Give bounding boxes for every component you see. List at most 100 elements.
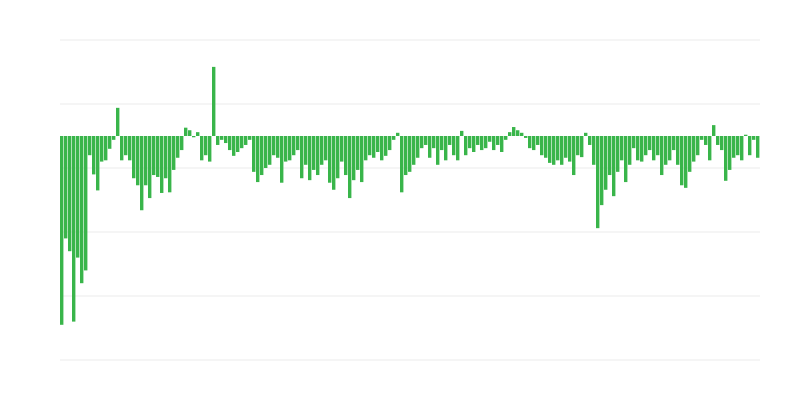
bar <box>544 136 548 158</box>
bar <box>284 136 288 162</box>
bar <box>68 136 72 252</box>
bar <box>604 136 608 190</box>
bar <box>348 136 352 199</box>
bar <box>492 136 496 151</box>
bar <box>164 136 168 179</box>
bar <box>672 136 676 151</box>
bar <box>660 136 664 176</box>
bar <box>264 136 268 168</box>
bar <box>700 136 704 140</box>
bar <box>508 132 512 136</box>
bar <box>564 136 568 158</box>
bar <box>204 136 208 156</box>
bar <box>268 136 272 165</box>
bar <box>80 136 84 284</box>
bar <box>584 132 588 136</box>
bar <box>220 136 224 140</box>
bar <box>176 136 180 158</box>
bar <box>256 136 260 183</box>
bar <box>364 136 368 161</box>
bar <box>656 136 660 156</box>
bar <box>260 136 264 176</box>
bar <box>400 136 404 193</box>
bar <box>84 136 88 271</box>
bar <box>252 136 256 172</box>
bar <box>140 136 144 211</box>
bar <box>168 136 172 193</box>
bar <box>704 136 708 145</box>
bar <box>512 127 516 136</box>
bar <box>504 136 508 140</box>
bar <box>372 136 376 158</box>
bar <box>680 136 684 186</box>
bar <box>332 136 336 190</box>
bar <box>484 136 488 149</box>
bar <box>684 136 688 188</box>
bar <box>648 136 652 151</box>
bar <box>472 136 476 152</box>
bar <box>652 136 656 161</box>
bar <box>556 136 560 161</box>
bar <box>64 136 68 239</box>
bar <box>72 136 76 322</box>
bar <box>720 136 724 151</box>
bar <box>572 136 576 176</box>
bar <box>440 136 444 151</box>
bar <box>196 132 200 136</box>
bar <box>552 136 556 165</box>
bar <box>516 130 520 136</box>
bar <box>152 136 156 176</box>
bar <box>752 136 756 140</box>
bar <box>308 136 312 181</box>
bar <box>644 136 648 156</box>
bar <box>344 136 348 176</box>
bar <box>380 136 384 161</box>
bar <box>320 136 324 165</box>
bar <box>612 136 616 197</box>
bar <box>500 136 504 152</box>
bar <box>100 136 104 162</box>
bar <box>200 136 204 161</box>
bar <box>748 136 752 156</box>
bar <box>608 136 612 176</box>
bar <box>304 136 308 165</box>
bar <box>360 136 364 183</box>
bar <box>528 136 532 149</box>
bar <box>340 136 344 162</box>
bar <box>96 136 100 191</box>
bar <box>712 125 716 136</box>
bar <box>524 136 528 138</box>
bar <box>744 134 748 136</box>
bar <box>740 136 744 161</box>
bar <box>496 136 500 145</box>
bar <box>668 136 672 161</box>
bar <box>464 136 468 156</box>
bar <box>148 136 152 199</box>
bar <box>728 136 732 170</box>
bar <box>228 136 232 151</box>
bar <box>104 136 108 161</box>
bar <box>620 136 624 161</box>
bar <box>368 136 372 156</box>
bar <box>596 136 600 229</box>
bar <box>696 136 700 156</box>
bar <box>244 136 248 145</box>
bar <box>688 136 692 172</box>
bar <box>468 136 472 149</box>
bar <box>568 136 572 162</box>
bar <box>732 136 736 158</box>
bar <box>460 130 464 136</box>
bar <box>708 136 712 161</box>
bar <box>292 136 296 156</box>
bar <box>128 136 132 161</box>
bar <box>540 136 544 156</box>
bar <box>248 136 252 140</box>
bar <box>92 136 96 175</box>
bar <box>172 136 176 170</box>
bar <box>428 136 432 158</box>
bar <box>532 136 536 151</box>
bar <box>316 136 320 176</box>
bar <box>232 136 236 156</box>
bar <box>156 136 160 177</box>
bar <box>272 136 276 156</box>
